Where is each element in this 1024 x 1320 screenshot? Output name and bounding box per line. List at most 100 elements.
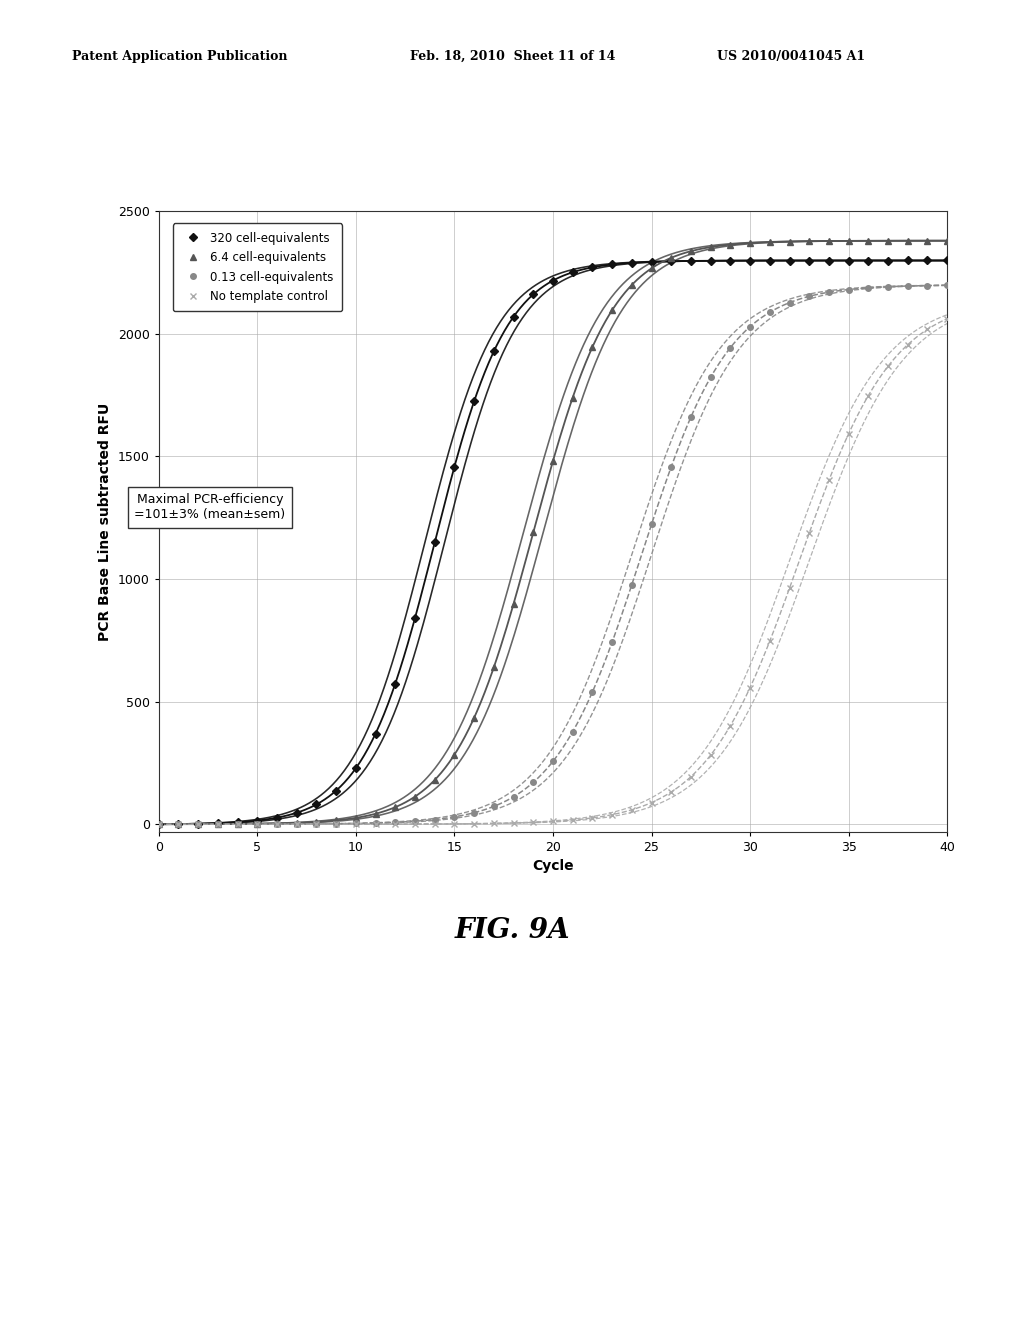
6.4 cell-equivalents [783, 234, 796, 249]
6.4 cell-equivalents [487, 660, 500, 676]
6.4 cell-equivalents [566, 389, 579, 405]
No template control [843, 426, 855, 442]
320 cell-equivalents [370, 726, 382, 742]
No template control [724, 718, 736, 734]
6.4 cell-equivalents [429, 772, 441, 788]
0.13 cell-equivalents [666, 459, 678, 475]
0.13 cell-equivalents [172, 816, 184, 832]
No template control [310, 816, 323, 832]
320 cell-equivalents [902, 252, 914, 268]
0.13 cell-equivalents [685, 409, 697, 425]
No template control [449, 816, 461, 832]
6.4 cell-equivalents [843, 232, 855, 248]
0.13 cell-equivalents [153, 816, 165, 832]
320 cell-equivalents [685, 253, 697, 269]
X-axis label: Cycle: Cycle [532, 859, 573, 874]
320 cell-equivalents [212, 816, 224, 832]
0.13 cell-equivalents [310, 816, 323, 832]
6.4 cell-equivalents [547, 453, 559, 469]
No template control [172, 816, 184, 832]
0.13 cell-equivalents [270, 816, 283, 832]
320 cell-equivalents [803, 252, 815, 268]
320 cell-equivalents [645, 253, 657, 269]
6.4 cell-equivalents [251, 816, 263, 832]
Text: US 2010/0041045 A1: US 2010/0041045 A1 [717, 50, 865, 63]
6.4 cell-equivalents [350, 810, 362, 826]
Text: Feb. 18, 2010  Sheet 11 of 14: Feb. 18, 2010 Sheet 11 of 14 [410, 50, 615, 63]
0.13 cell-equivalents [922, 277, 934, 293]
6.4 cell-equivalents [310, 814, 323, 830]
6.4 cell-equivalents [508, 597, 520, 612]
6.4 cell-equivalents [449, 747, 461, 763]
6.4 cell-equivalents [823, 234, 836, 249]
320 cell-equivalents [724, 252, 736, 268]
320 cell-equivalents [922, 252, 934, 268]
0.13 cell-equivalents [705, 370, 717, 385]
0.13 cell-equivalents [409, 813, 421, 829]
320 cell-equivalents [172, 816, 184, 832]
0.13 cell-equivalents [862, 280, 874, 296]
320 cell-equivalents [626, 255, 638, 271]
6.4 cell-equivalents [922, 232, 934, 248]
0.13 cell-equivalents [370, 814, 382, 830]
No template control [744, 680, 757, 696]
6.4 cell-equivalents [941, 232, 953, 248]
No template control [193, 816, 205, 832]
No template control [862, 388, 874, 404]
6.4 cell-equivalents [882, 232, 894, 248]
6.4 cell-equivalents [626, 277, 638, 293]
6.4 cell-equivalents [193, 816, 205, 832]
No template control [666, 784, 678, 800]
6.4 cell-equivalents [291, 814, 303, 830]
320 cell-equivalents [270, 809, 283, 825]
320 cell-equivalents [389, 676, 401, 692]
320 cell-equivalents [587, 260, 599, 276]
0.13 cell-equivalents [843, 281, 855, 297]
0.13 cell-equivalents [547, 754, 559, 770]
6.4 cell-equivalents [370, 807, 382, 822]
No template control [547, 813, 559, 829]
Legend: 320 cell-equivalents, 6.4 cell-equivalents, 0.13 cell-equivalents, No template c: 320 cell-equivalents, 6.4 cell-equivalen… [172, 223, 342, 312]
No template control [409, 816, 421, 832]
320 cell-equivalents [527, 286, 540, 302]
320 cell-equivalents [783, 252, 796, 268]
0.13 cell-equivalents [764, 305, 776, 321]
0.13 cell-equivalents [487, 799, 500, 814]
320 cell-equivalents [862, 252, 874, 268]
No template control [902, 337, 914, 352]
6.4 cell-equivalents [862, 232, 874, 248]
320 cell-equivalents [310, 796, 323, 812]
No template control [231, 816, 244, 832]
0.13 cell-equivalents [231, 816, 244, 832]
0.13 cell-equivalents [468, 805, 480, 821]
320 cell-equivalents [882, 252, 894, 268]
320 cell-equivalents [764, 252, 776, 268]
No template control [487, 816, 500, 832]
No template control [685, 768, 697, 784]
320 cell-equivalents [941, 252, 953, 268]
320 cell-equivalents [566, 264, 579, 280]
320 cell-equivalents [508, 309, 520, 325]
No template control [626, 801, 638, 817]
320 cell-equivalents [666, 253, 678, 269]
Line: 6.4 cell-equivalents: 6.4 cell-equivalents [156, 238, 950, 828]
No template control [587, 810, 599, 826]
0.13 cell-equivalents [350, 816, 362, 832]
0.13 cell-equivalents [449, 809, 461, 825]
0.13 cell-equivalents [587, 684, 599, 700]
320 cell-equivalents [193, 816, 205, 832]
Text: Maximal PCR-efficiency
=101±3% (mean±sem): Maximal PCR-efficiency =101±3% (mean±sem… [134, 494, 286, 521]
0.13 cell-equivalents [193, 816, 205, 832]
320 cell-equivalents [468, 393, 480, 409]
6.4 cell-equivalents [270, 816, 283, 832]
No template control [783, 581, 796, 597]
0.13 cell-equivalents [941, 277, 953, 293]
6.4 cell-equivalents [744, 235, 757, 251]
0.13 cell-equivalents [508, 789, 520, 805]
0.13 cell-equivalents [882, 279, 894, 294]
0.13 cell-equivalents [527, 775, 540, 791]
0.13 cell-equivalents [626, 577, 638, 593]
6.4 cell-equivalents [645, 260, 657, 276]
320 cell-equivalents [449, 459, 461, 475]
No template control [705, 747, 717, 763]
